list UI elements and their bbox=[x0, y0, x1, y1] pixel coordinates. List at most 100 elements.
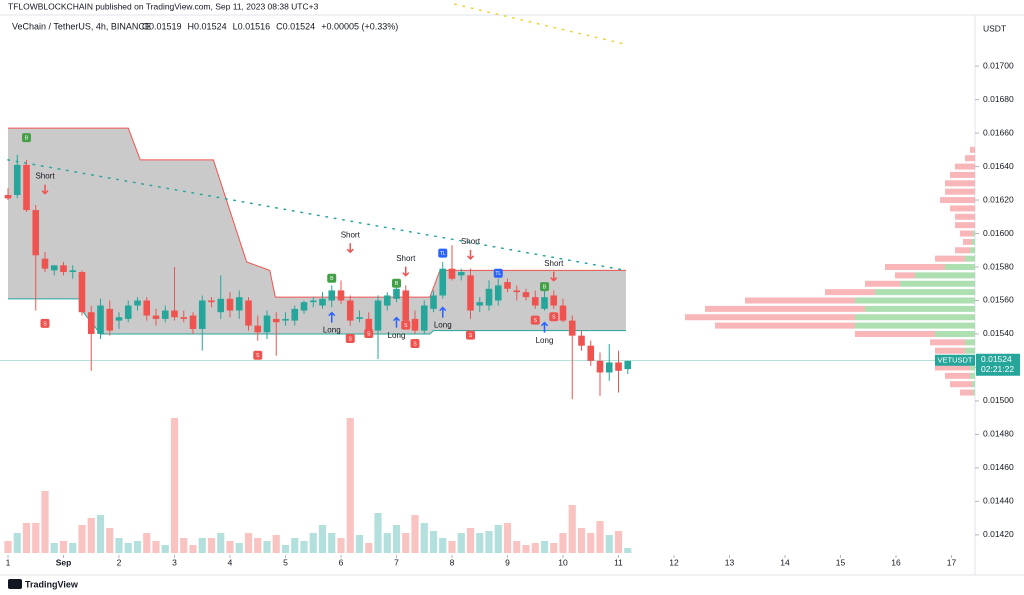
profile-down bbox=[965, 155, 975, 162]
volume-bar bbox=[78, 525, 86, 553]
y-tick-label: 0.01640 bbox=[983, 161, 1014, 171]
volume-bar bbox=[540, 541, 549, 553]
volume-bar bbox=[411, 515, 419, 553]
volume-bar bbox=[124, 543, 132, 553]
volume-bar bbox=[13, 533, 21, 553]
tag-symbol-bg bbox=[935, 354, 975, 366]
badge-text: S bbox=[413, 341, 417, 347]
volume-bar bbox=[170, 418, 179, 553]
x-tick-label: 13 bbox=[725, 557, 735, 567]
badge bbox=[22, 133, 32, 143]
header: TFLOWBLOCKCHAIN published on TradingView… bbox=[8, 1, 319, 11]
candle-body bbox=[550, 295, 558, 306]
badge bbox=[327, 273, 337, 283]
signal-label: Long bbox=[323, 326, 341, 335]
volume-bar bbox=[32, 523, 40, 553]
y-tick-label: 0.01600 bbox=[983, 228, 1014, 238]
profile-up bbox=[900, 280, 975, 287]
tag-countdown: 02:21:22 bbox=[981, 364, 1014, 374]
profile-up bbox=[970, 247, 975, 254]
candle-body bbox=[32, 210, 40, 256]
profile-down bbox=[930, 339, 965, 346]
candle-body bbox=[420, 305, 428, 331]
profile-down bbox=[950, 381, 972, 388]
volume-bar bbox=[605, 535, 613, 553]
candle-body bbox=[69, 270, 77, 273]
candle-body bbox=[337, 290, 345, 301]
volume-bar bbox=[59, 541, 68, 553]
candle-body bbox=[615, 362, 622, 371]
profile-down bbox=[955, 163, 975, 170]
volume-bar bbox=[41, 491, 49, 553]
candle-body bbox=[541, 297, 548, 309]
profile-down bbox=[960, 230, 973, 237]
signal-arrow bbox=[466, 249, 475, 260]
candle-body bbox=[124, 305, 132, 319]
badge-text: B bbox=[25, 135, 29, 141]
candle-body bbox=[504, 282, 511, 289]
tag-symbol: VETUSDT bbox=[937, 356, 972, 365]
volume-bar bbox=[476, 533, 484, 553]
candle-body bbox=[263, 315, 271, 333]
candle-body bbox=[346, 300, 354, 321]
profile-down bbox=[955, 213, 975, 220]
profile-up bbox=[875, 289, 975, 296]
badge bbox=[466, 330, 476, 340]
candle-body bbox=[78, 272, 86, 313]
profile-down bbox=[855, 330, 935, 337]
signal-label: Short bbox=[461, 237, 481, 246]
badge-text: TL bbox=[440, 251, 446, 257]
volume-bar bbox=[559, 533, 567, 553]
profile-up bbox=[973, 230, 975, 237]
signal-label: Short bbox=[396, 254, 416, 263]
y-tick-label: 0.01540 bbox=[983, 328, 1014, 338]
candle-body bbox=[291, 308, 299, 321]
volume-bar bbox=[235, 543, 243, 553]
badge-text: B bbox=[543, 284, 547, 290]
y-tick-label: 0.01700 bbox=[983, 60, 1014, 70]
signal-arrow bbox=[439, 306, 447, 318]
candle-body bbox=[87, 312, 95, 334]
volume-bar bbox=[198, 538, 206, 553]
candle-body bbox=[50, 265, 58, 271]
volume-bar bbox=[614, 531, 623, 553]
profile-up bbox=[935, 330, 975, 337]
volume-bar bbox=[226, 541, 234, 553]
profile-up bbox=[855, 322, 975, 329]
candle-body bbox=[143, 300, 151, 316]
volume-bar bbox=[550, 543, 558, 553]
profile-up bbox=[970, 364, 975, 371]
x-tick-label: 14 bbox=[780, 557, 790, 567]
y-tick-label: 0.01580 bbox=[983, 261, 1014, 271]
candle-body bbox=[226, 298, 234, 311]
volume-bar bbox=[244, 533, 253, 553]
volume-bar bbox=[448, 541, 456, 553]
legend-symbol: VeChain / TetherUS, 4h, BINANCE bbox=[12, 21, 151, 31]
x-tick-label: 17 bbox=[947, 557, 957, 567]
volume-bar bbox=[4, 541, 12, 553]
volume-bar bbox=[568, 505, 576, 553]
y-tick-label: 0.01500 bbox=[983, 395, 1014, 405]
x-tick-label: Sep bbox=[56, 557, 72, 567]
volume-bar bbox=[133, 541, 142, 553]
signal-label: Long bbox=[434, 321, 452, 330]
footer: TradingView bbox=[25, 579, 79, 589]
profile-up bbox=[965, 255, 975, 262]
volume-bar bbox=[577, 528, 586, 553]
candle-body bbox=[596, 360, 604, 373]
badge-text: S bbox=[534, 318, 538, 324]
candle-body bbox=[383, 295, 391, 306]
x-tick-label: 7 bbox=[394, 557, 399, 567]
badge-text: B bbox=[330, 276, 334, 282]
x-tick-label: 4 bbox=[228, 557, 233, 567]
profile-down bbox=[685, 314, 855, 321]
badge-text: TL bbox=[495, 271, 501, 277]
volume-bar bbox=[457, 533, 465, 553]
volume-bar bbox=[272, 535, 280, 553]
volume-bar bbox=[587, 533, 595, 553]
signal-label: Long bbox=[388, 331, 406, 340]
profile-down bbox=[935, 347, 965, 354]
candle-body bbox=[485, 288, 493, 306]
profile-down bbox=[935, 255, 965, 262]
y-tick-label: 0.01560 bbox=[983, 295, 1014, 305]
